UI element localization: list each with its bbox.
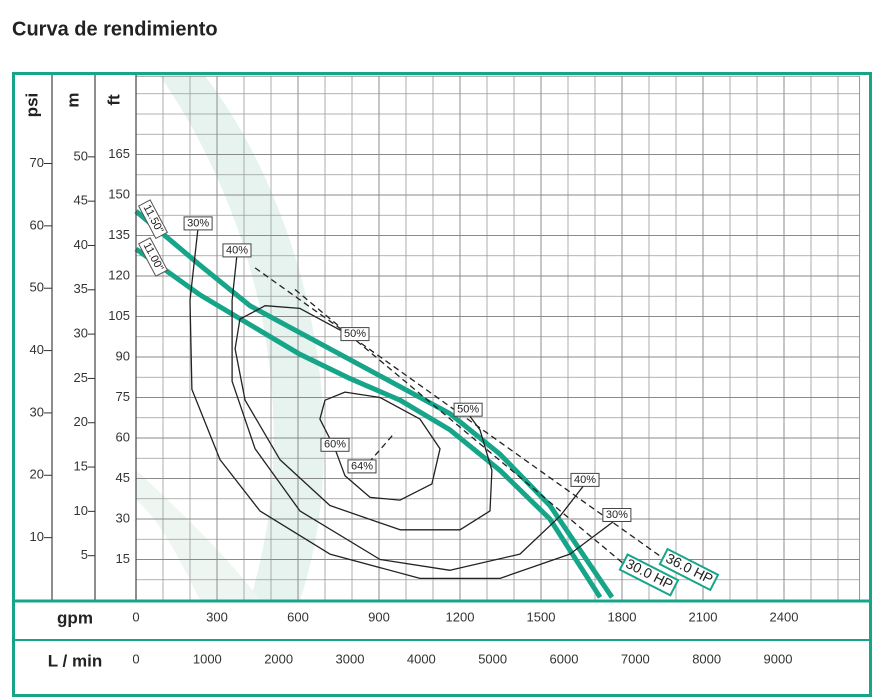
efficiency-label-text: 30% xyxy=(606,509,628,521)
y-tick-label: 165 xyxy=(108,146,130,161)
x-tick-label: 1500 xyxy=(527,609,556,624)
y2-tick-label: 30 xyxy=(74,326,88,341)
y3-tick-label: 30 xyxy=(30,404,44,419)
efficiency-label: 50% xyxy=(340,327,370,342)
x-axis-label: gpm xyxy=(57,608,93,627)
y3-tick-label: 10 xyxy=(30,529,44,544)
x2-tick-label: 7000 xyxy=(621,651,650,666)
efficiency-label: 50% xyxy=(453,402,483,417)
efficiency-curve xyxy=(234,305,493,531)
y-tick-label: 15 xyxy=(116,551,130,566)
efficiency-label-box xyxy=(183,216,213,231)
pump-label-box xyxy=(137,237,169,277)
x2-axis-label: L / min xyxy=(48,651,102,670)
x-tick-label: 1200 xyxy=(446,609,475,624)
efficiency-label-box xyxy=(347,459,377,474)
frame xyxy=(12,72,872,697)
y3-tick-label: 70 xyxy=(30,155,44,170)
efficiency-label-box xyxy=(570,472,600,487)
pump-curve xyxy=(134,246,603,599)
x2-tick-label: 5000 xyxy=(478,651,507,666)
efficiency-label-text: 40% xyxy=(226,244,248,256)
x2-tick-label: 9000 xyxy=(764,651,793,666)
y2-tick-label: 25 xyxy=(74,370,88,385)
x2-tick-label: 0 xyxy=(132,651,139,666)
y2-tick-label: 20 xyxy=(74,414,88,429)
efficiency-label-box xyxy=(320,437,350,452)
chart-title: Curva de rendimiento xyxy=(12,18,218,40)
y-axis-label: ft xyxy=(104,94,123,106)
y-tick-label: 120 xyxy=(108,267,130,282)
efficiency-label-text: 50% xyxy=(457,404,479,416)
efficiency-label-box xyxy=(602,508,632,522)
y-tick-label: 105 xyxy=(108,308,130,323)
efficiency-label-text: 60% xyxy=(324,439,346,451)
x-tick-label: 2400 xyxy=(770,609,799,624)
x2-tick-label: 8000 xyxy=(692,651,721,666)
y-tick-label: 30 xyxy=(116,510,130,525)
x-tick-label: 2100 xyxy=(689,609,718,624)
efficiency-label-box xyxy=(340,327,370,342)
y-tick-label: 60 xyxy=(116,429,130,444)
y2-tick-label: 15 xyxy=(74,458,88,473)
y3-tick-label: 20 xyxy=(30,467,44,482)
efficiency-label: 64% xyxy=(347,459,377,474)
efficiency-curve xyxy=(319,391,441,501)
y2-axis-label: m xyxy=(63,92,82,107)
x2-tick-label: 3000 xyxy=(336,651,365,666)
y3-tick-label: 60 xyxy=(30,217,44,232)
x2-tick-label: 4000 xyxy=(407,651,436,666)
y2-tick-label: 40 xyxy=(74,237,88,252)
y3-axis-label: psi xyxy=(22,93,41,118)
efficiency-label-text: 50% xyxy=(344,328,366,340)
labels: 11.50"11.00"30%30%40%40%50%50%60%64%36.0… xyxy=(137,199,720,597)
x-tick-label: 900 xyxy=(368,609,390,624)
efficiency-label: 30% xyxy=(183,216,213,231)
decoration xyxy=(160,76,325,600)
y-tick-label: 150 xyxy=(108,186,130,201)
x-tick-label: 600 xyxy=(287,609,309,624)
efficiency-label: 30% xyxy=(602,508,632,522)
x2-tick-label: 1000 xyxy=(193,651,222,666)
efficiency-label-text: 40% xyxy=(574,474,596,486)
y-tick-label: 90 xyxy=(116,348,130,363)
x-tick-label: 1800 xyxy=(608,609,637,624)
y3-tick-label: 50 xyxy=(30,280,44,295)
y2-tick-label: 35 xyxy=(74,281,88,296)
efficiency-label-box xyxy=(453,402,483,417)
y2-tick-label: 45 xyxy=(74,193,88,208)
efficiency-label-text: 30% xyxy=(187,217,209,229)
x-tick-label: 300 xyxy=(206,609,228,624)
efficiency-label-text: 64% xyxy=(351,460,373,472)
pump-label-box xyxy=(137,199,169,240)
efficiency-curve xyxy=(189,227,618,580)
efficiency-label: 40% xyxy=(570,472,600,487)
y-tick-label: 45 xyxy=(116,470,130,485)
efficiency-label: 40% xyxy=(222,243,252,258)
efficiency-curve xyxy=(231,254,586,571)
x-tick-label: 0 xyxy=(132,609,139,624)
y-tick-label: 75 xyxy=(116,389,130,404)
power-label-box xyxy=(658,547,720,592)
pump-curve xyxy=(134,209,615,599)
x2-tick-label: 6000 xyxy=(550,651,579,666)
y2-tick-label: 50 xyxy=(74,148,88,163)
x2-tick-label: 2000 xyxy=(264,651,293,666)
y-tick-label: 135 xyxy=(108,227,130,242)
power-label-box xyxy=(618,553,680,597)
y2-tick-label: 10 xyxy=(74,503,88,518)
decoration xyxy=(136,470,260,600)
efficiency-label-box xyxy=(222,243,252,258)
y3-tick-label: 40 xyxy=(30,342,44,357)
efficiency-label: 60% xyxy=(320,437,350,452)
y2-tick-label: 5 xyxy=(81,547,88,562)
efficiency-curve xyxy=(361,432,396,471)
